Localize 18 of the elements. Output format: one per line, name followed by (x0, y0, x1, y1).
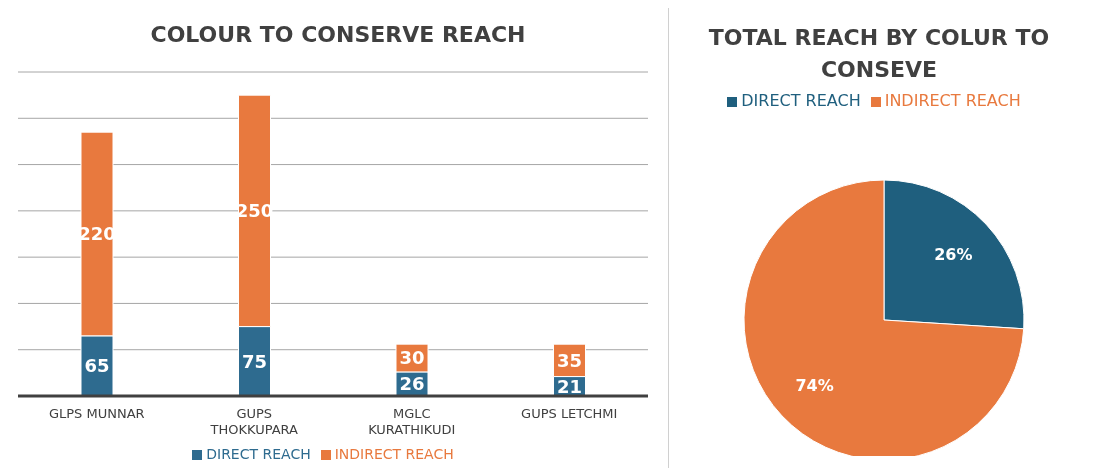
data-label: 26 (399, 373, 425, 395)
data-label: 74% (795, 375, 834, 395)
data-label: 75 (241, 350, 268, 372)
x-tick-label: GUPS LETCHMI (521, 406, 618, 421)
data-label: 35 (556, 349, 583, 371)
x-tick-label: MGLC KURATHIKUDI (368, 406, 456, 437)
legend-label: INDIRECT REACH (334, 446, 454, 462)
x-tick-label: GUPS THOKKUPARA (209, 406, 299, 437)
data-label: 26% (934, 245, 973, 265)
legend-label: INDIRECT REACH (884, 91, 1021, 110)
chart-title: TOTAL REACH BY COLUR TO CONSEVE (707, 24, 1051, 84)
data-label: 65 (84, 355, 110, 377)
x-tick-label: GLPS MUNNAR (48, 406, 145, 421)
legend-label: DIRECT REACH (741, 91, 861, 110)
chart-title: COLOUR TO CONSERVE REACH (149, 22, 527, 49)
data-label: 30 (399, 347, 425, 369)
legend-label: DIRECT REACH (206, 446, 311, 462)
data-label: 21 (556, 375, 583, 397)
